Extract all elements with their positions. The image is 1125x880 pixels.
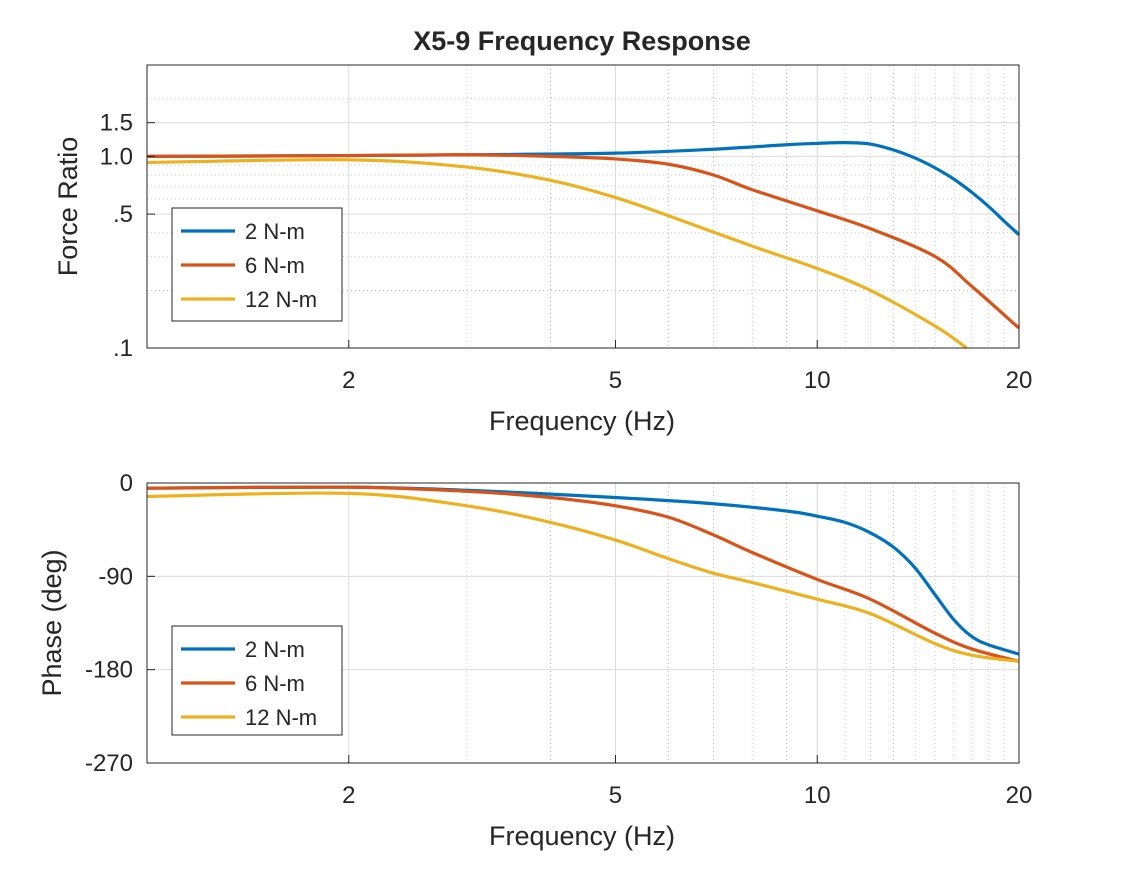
y-tick-label: 1.0 bbox=[100, 143, 133, 170]
legend-entry: 12 N-m bbox=[245, 287, 317, 312]
x-tick-label: 10 bbox=[804, 782, 831, 809]
y-tick-label: -180 bbox=[85, 657, 133, 684]
x-tick-label: 20 bbox=[1006, 367, 1033, 394]
axes-2: 2 5 10 20 0 -90 -180 -270 Frequency (Hz) Phase (d… bbox=[37, 470, 1032, 851]
legend-entry: 2 N-m bbox=[245, 637, 305, 662]
y-tick-label: -90 bbox=[98, 563, 133, 590]
axes-1: 2 5 10 20 .1 .5 1.0 1.5 Frequency (Hz) Force Rati… bbox=[53, 26, 1032, 436]
legend-entry: 6 N-m bbox=[245, 671, 305, 696]
x-tick-label: 20 bbox=[1006, 782, 1033, 809]
x-tick-label: 10 bbox=[804, 367, 831, 394]
y-tick-label: .1 bbox=[113, 335, 133, 362]
chart-title: X5-9 Frequency Response bbox=[413, 26, 751, 56]
y-tick-label: 0 bbox=[120, 470, 133, 497]
x-axis-label: Frequency (Hz) bbox=[489, 406, 675, 436]
legend-entry: 2 N-m bbox=[245, 219, 305, 244]
y-tick-label: .5 bbox=[113, 201, 133, 228]
legend-entry: 6 N-m bbox=[245, 253, 305, 278]
x-tick-label: 2 bbox=[342, 782, 355, 809]
legend-entry: 12 N-m bbox=[245, 705, 317, 730]
axes-frame bbox=[146, 64, 1020, 349]
x-axis-label: Frequency (Hz) bbox=[489, 821, 675, 851]
y-tick-label: 1.5 bbox=[100, 110, 133, 137]
series-line-1 bbox=[146, 485, 1020, 663]
series-line-1 bbox=[146, 153, 1021, 330]
axes-frame bbox=[146, 482, 1020, 764]
x-tick-label: 2 bbox=[342, 367, 355, 394]
y-tick-label: -270 bbox=[85, 750, 133, 777]
series-line-2 bbox=[146, 491, 1020, 663]
x-tick-label: 5 bbox=[609, 367, 622, 394]
y-axis-label: Phase (deg) bbox=[37, 549, 67, 696]
y-axis-label: Force Ratio bbox=[53, 137, 83, 277]
series-line-2 bbox=[146, 158, 968, 350]
legend: 2 N-m 6 N-m 12 N-m bbox=[171, 207, 343, 322]
x-tick-label: 5 bbox=[609, 782, 622, 809]
legend: 2 N-m 6 N-m 12 N-m bbox=[171, 625, 343, 736]
